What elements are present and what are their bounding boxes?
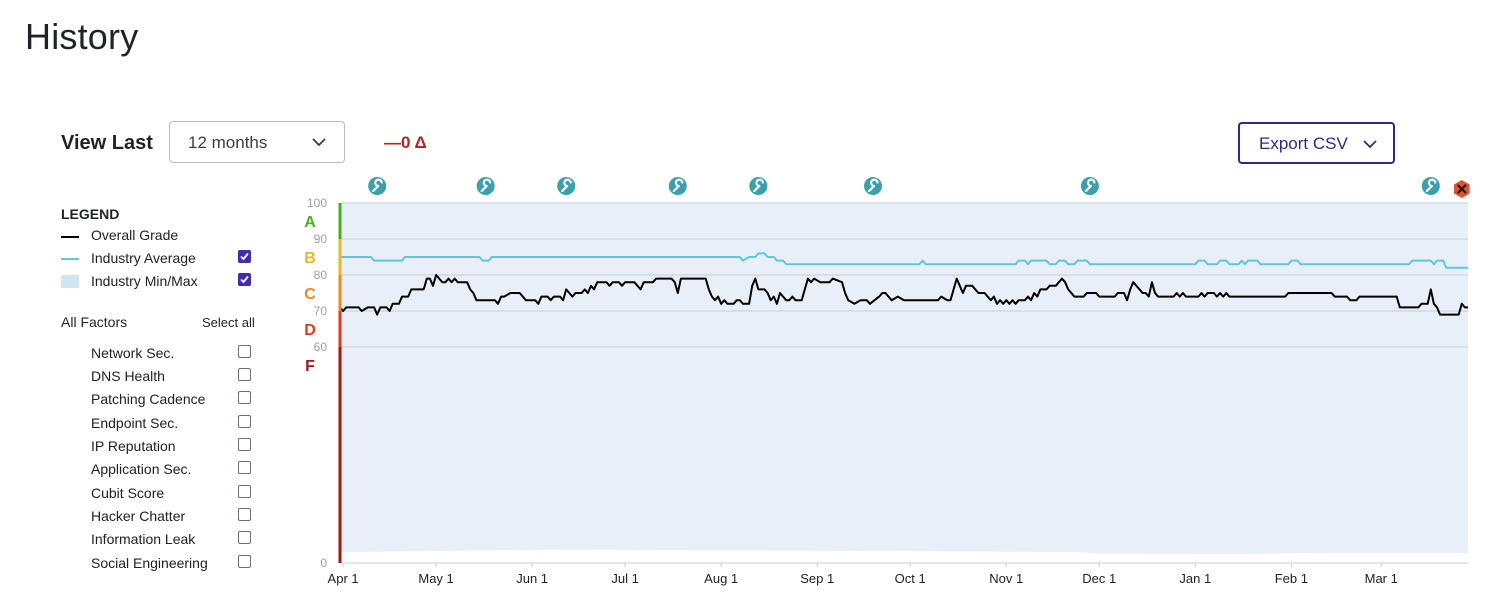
factor-network-sec: Network Sec. xyxy=(91,345,175,361)
factor-endpoint-sec-checkbox[interactable] xyxy=(238,415,251,428)
grade-letter-a: A xyxy=(304,214,316,231)
industry-minmax-band xyxy=(340,203,1468,554)
chevron-down-icon xyxy=(1363,140,1377,149)
factor-social-engineering: Social Engineering xyxy=(91,555,208,571)
x-tick-label: Nov 1 xyxy=(989,571,1023,586)
y-tick-label: 100 xyxy=(307,196,327,210)
factor-cubit-score: Cubit Score xyxy=(91,485,165,501)
export-csv-button[interactable]: Export CSV xyxy=(1238,122,1395,164)
wrench-icon xyxy=(557,177,576,195)
industry-minmax-checkbox[interactable] xyxy=(238,273,251,286)
grade-letter-c: C xyxy=(304,286,316,303)
select-all-link[interactable]: Select all xyxy=(202,315,255,330)
legend-item-label: Industry Average xyxy=(91,250,196,266)
factor-dns-health: DNS Health xyxy=(91,368,165,384)
page-title: History xyxy=(25,16,139,57)
factor-information-leak: Information Leak xyxy=(91,531,196,547)
wrench-icon xyxy=(749,177,768,195)
industry-average-line xyxy=(340,252,1468,269)
x-tick-label: Dec 1 xyxy=(1082,571,1116,586)
legend-title: LEGEND xyxy=(61,206,120,222)
x-tick-label: Aug 1 xyxy=(704,571,738,586)
y-tick-label: 80 xyxy=(314,268,328,282)
x-tick-label: Feb 1 xyxy=(1275,571,1308,586)
industry-average-swatch xyxy=(61,258,79,260)
legend-item-label: Overall Grade xyxy=(91,227,179,243)
wrench-icon xyxy=(1421,177,1440,195)
all-factors-label: All Factors xyxy=(61,314,128,330)
wrench-icon-glyph xyxy=(1425,178,1437,193)
wrench-icon-glyph xyxy=(1084,178,1096,193)
wrench-icon xyxy=(476,177,495,195)
factor-ip-reputation: IP Reputation xyxy=(91,438,176,454)
overall-grade-swatch xyxy=(61,236,79,238)
grade-band-bar xyxy=(338,275,342,311)
close-hex-glyph xyxy=(1457,184,1467,194)
history-chart: 0 60 70 80 90 100 A B C D F Apr 1 May 1 Jun 1 Jul 1 Aug… xyxy=(304,177,1470,586)
x-tick-label: Apr 1 xyxy=(328,571,359,586)
x-tick-label: Jun 1 xyxy=(516,571,548,586)
grade-band-bar xyxy=(338,239,342,275)
industry-average-checkbox[interactable] xyxy=(238,250,251,263)
check-icon xyxy=(240,275,249,284)
factor-ip-reputation-checkbox[interactable] xyxy=(238,438,251,451)
y-tick-label: 60 xyxy=(314,340,328,354)
factor-patching-cadence: Patching Cadence xyxy=(91,391,206,407)
chevron-down-icon xyxy=(312,138,326,147)
view-last-label: View Last xyxy=(61,132,153,154)
x-tick-label: Jan 1 xyxy=(1179,571,1211,586)
close-hex-icon xyxy=(1454,180,1470,198)
wrench-icon-glyph xyxy=(372,178,383,193)
grade-delta: —0 Δ xyxy=(384,133,427,152)
legend-item-label: Industry Min/Max xyxy=(91,273,198,289)
check-icon xyxy=(240,252,249,261)
x-tick-label: Oct 1 xyxy=(895,571,926,586)
grade-band-bar xyxy=(338,203,342,239)
factor-endpoint-sec: Endpoint Sec. xyxy=(91,415,179,431)
industry-minmax-swatch xyxy=(61,275,79,288)
wrench-icon xyxy=(668,177,687,195)
factor-dns-health-checkbox[interactable] xyxy=(238,368,251,381)
y-tick-label: 0 xyxy=(320,556,327,570)
wrench-icon xyxy=(368,177,387,195)
factor-hacker-chatter: Hacker Chatter xyxy=(91,508,186,524)
grade-letter-b: B xyxy=(304,250,316,267)
factor-social-engineering-checkbox[interactable] xyxy=(238,555,251,568)
wrench-icon-glyph xyxy=(867,178,879,193)
overall-grade-line xyxy=(339,274,1468,316)
grade-band-bar xyxy=(338,347,342,563)
view-range-value: 12 months xyxy=(188,133,268,152)
wrench-icon-glyph xyxy=(561,178,572,193)
factor-cubit-score-checkbox[interactable] xyxy=(238,485,251,498)
x-tick-label: May 1 xyxy=(418,571,453,586)
x-tick-label: Mar 1 xyxy=(1365,571,1398,586)
factor-hacker-chatter-checkbox[interactable] xyxy=(238,508,251,521)
factor-network-sec-checkbox[interactable] xyxy=(238,345,251,358)
wrench-icon-glyph xyxy=(753,178,764,193)
x-tick-label: Jul 1 xyxy=(611,571,638,586)
y-tick-label: 70 xyxy=(314,304,328,318)
export-csv-label: Export CSV xyxy=(1259,134,1348,153)
y-tick-label: 90 xyxy=(314,232,328,246)
view-range-select[interactable]: 12 months xyxy=(169,121,345,163)
wrench-icon xyxy=(1080,177,1099,195)
grade-band-bar xyxy=(338,311,342,347)
grade-letter-f: F xyxy=(305,358,315,375)
wrench-icon-glyph xyxy=(672,178,684,193)
wrench-icon-glyph xyxy=(480,178,492,193)
factor-patching-cadence-checkbox[interactable] xyxy=(238,391,251,404)
factor-application-sec: Application Sec. xyxy=(91,461,192,477)
grade-letter-d: D xyxy=(304,322,316,339)
wrench-icon xyxy=(864,177,883,195)
x-tick-label: Sep 1 xyxy=(800,571,834,586)
factor-information-leak-checkbox[interactable] xyxy=(238,531,251,544)
factor-application-sec-checkbox[interactable] xyxy=(238,461,251,474)
